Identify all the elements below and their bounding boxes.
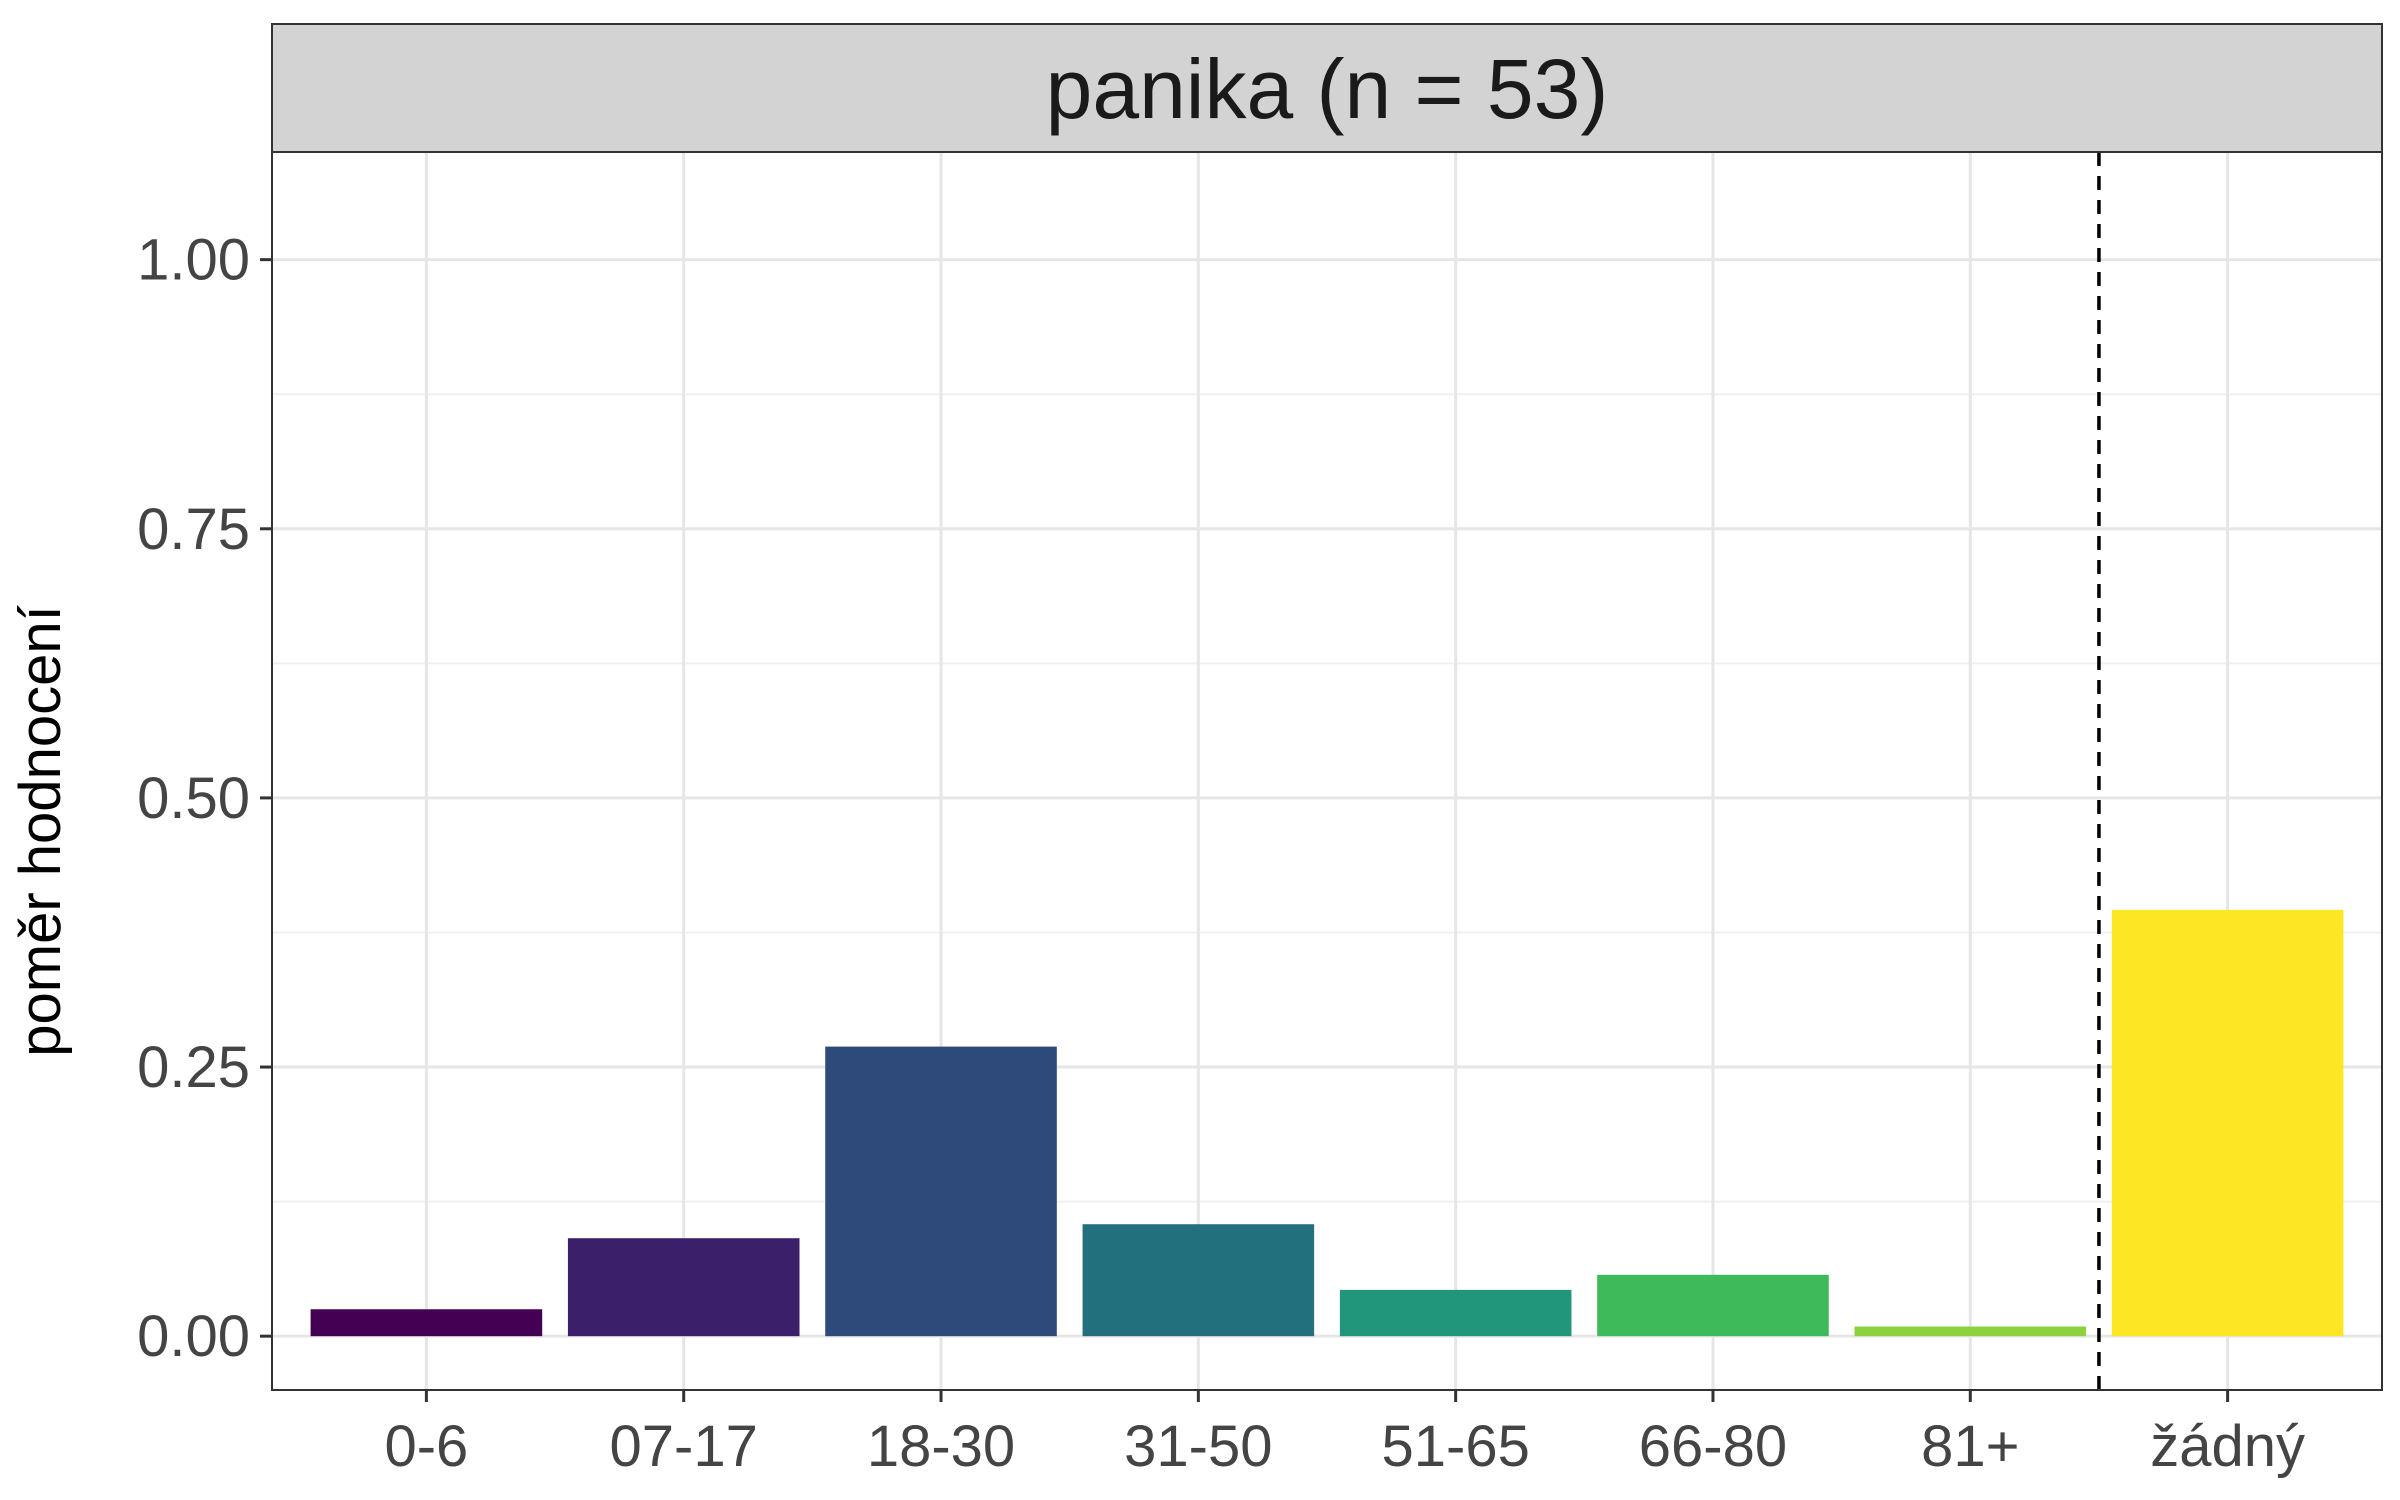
x-tick-label: 0-6 xyxy=(384,1414,468,1479)
facet-title: panika (n = 53) xyxy=(1046,42,1609,136)
x-tick-label: žádný xyxy=(2150,1414,2305,1479)
bar-81+ xyxy=(1854,1326,2087,1337)
bar-07-17 xyxy=(567,1238,800,1337)
x-tick-label: 31-50 xyxy=(1124,1414,1272,1479)
x-tick-label: 07-17 xyxy=(610,1414,758,1479)
y-axis-title: poměr hodnocení xyxy=(8,605,73,1056)
y-tick-label: 0.25 xyxy=(137,1035,250,1100)
y-tick-label: 0.00 xyxy=(137,1304,250,1369)
bars xyxy=(310,909,2344,1337)
panel-border xyxy=(271,151,2383,1391)
y-tick-label: 0.75 xyxy=(137,497,250,562)
bar-31-50 xyxy=(1082,1224,1315,1337)
bar-0-6 xyxy=(310,1309,543,1337)
bar-51-65 xyxy=(1339,1289,1572,1337)
grid-lines xyxy=(272,152,2382,1390)
y-tick-label: 1.00 xyxy=(137,228,250,293)
bar-žádný xyxy=(2111,909,2344,1337)
bar-18-30 xyxy=(825,1046,1057,1337)
y-axis: 0.00 0.25 0.50 0.75 1.00 xyxy=(137,228,272,1369)
x-tick-label: 18-30 xyxy=(867,1414,1015,1479)
x-tick-label: 81+ xyxy=(1921,1414,2019,1479)
x-axis: 0-6 07-17 18-30 31-50 51-65 66-80 81+ žádný xyxy=(384,1390,2305,1479)
bar-66-80 xyxy=(1597,1274,1829,1337)
x-tick-label: 66-80 xyxy=(1639,1414,1787,1479)
y-tick-label: 0.50 xyxy=(137,766,250,831)
facet-strip: panika (n = 53) xyxy=(271,23,2383,153)
x-tick-label: 51-65 xyxy=(1381,1414,1529,1479)
facet-strip-background xyxy=(271,23,2383,153)
